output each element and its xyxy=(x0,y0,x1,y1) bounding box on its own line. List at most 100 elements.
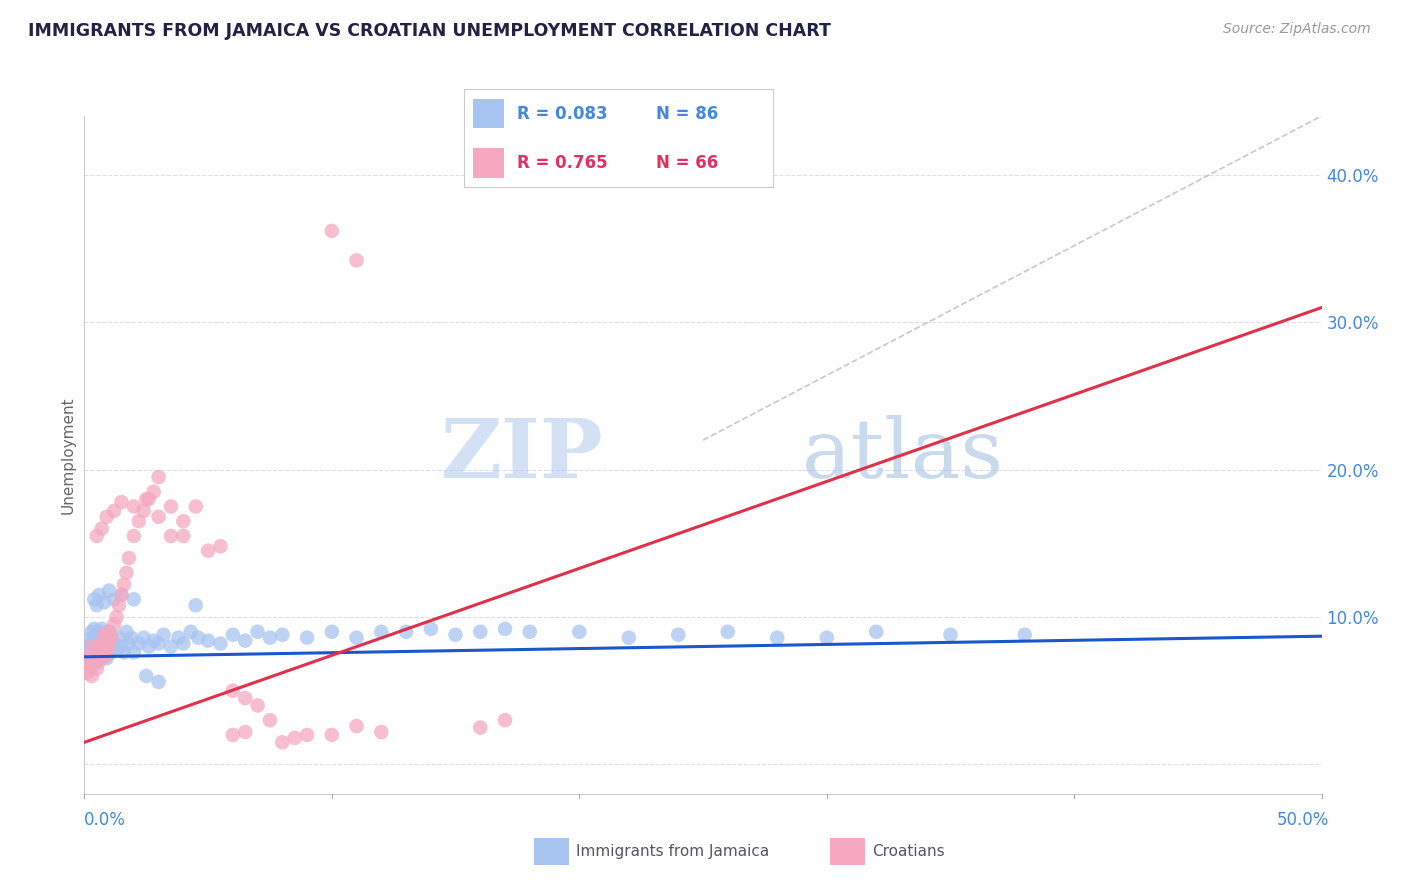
Bar xyxy=(474,148,505,178)
Point xyxy=(132,504,155,518)
Point xyxy=(108,599,131,613)
Point xyxy=(98,583,121,598)
Point xyxy=(93,595,115,609)
Point xyxy=(160,529,183,543)
Point xyxy=(89,640,111,654)
Point xyxy=(110,588,132,602)
Point xyxy=(617,631,640,645)
Point xyxy=(470,721,492,735)
Point xyxy=(148,470,170,484)
Point xyxy=(80,648,103,663)
Point xyxy=(295,728,318,742)
Point xyxy=(105,610,128,624)
Point xyxy=(135,492,157,507)
Point xyxy=(172,514,194,528)
Point xyxy=(259,713,281,727)
Point xyxy=(100,645,122,659)
Point xyxy=(370,624,392,639)
Point xyxy=(90,642,112,657)
Point xyxy=(233,725,256,739)
Point xyxy=(96,648,118,663)
Point xyxy=(96,651,118,665)
Point xyxy=(865,624,887,639)
Point xyxy=(89,588,111,602)
Point xyxy=(135,669,157,683)
Point xyxy=(80,651,103,665)
Text: R = 0.765: R = 0.765 xyxy=(516,153,607,172)
Point xyxy=(96,631,118,645)
Point xyxy=(118,636,141,650)
Point xyxy=(209,636,232,650)
Point xyxy=(86,633,108,648)
Point xyxy=(79,645,101,659)
Point xyxy=(93,628,115,642)
Point xyxy=(80,636,103,650)
Point xyxy=(321,728,343,742)
Point xyxy=(98,640,121,654)
Point xyxy=(80,642,103,657)
Point xyxy=(89,624,111,639)
Point xyxy=(98,636,121,650)
Point xyxy=(519,624,541,639)
Point xyxy=(172,636,194,650)
Point xyxy=(132,631,155,645)
Point xyxy=(79,648,101,663)
Text: ZIP: ZIP xyxy=(441,415,605,495)
Point xyxy=(494,622,516,636)
Point xyxy=(470,624,492,639)
Point xyxy=(122,592,145,607)
Point xyxy=(93,642,115,657)
Point xyxy=(152,628,174,642)
Point xyxy=(138,492,160,507)
Point xyxy=(766,631,789,645)
Point xyxy=(138,640,160,654)
Point xyxy=(115,624,138,639)
Point xyxy=(494,713,516,727)
Point xyxy=(76,654,98,668)
Point xyxy=(180,624,202,639)
Point xyxy=(246,624,269,639)
Point xyxy=(395,624,418,639)
Point xyxy=(295,631,318,645)
Point xyxy=(76,651,98,665)
Point xyxy=(100,631,122,645)
Point xyxy=(96,633,118,648)
Point xyxy=(122,500,145,514)
Point xyxy=(79,632,101,647)
Point xyxy=(79,657,101,672)
Point xyxy=(89,636,111,650)
Point xyxy=(321,624,343,639)
Point xyxy=(103,592,125,607)
Point xyxy=(90,636,112,650)
Point xyxy=(86,645,108,659)
Point xyxy=(172,529,194,543)
Point xyxy=(222,728,245,742)
Point xyxy=(86,628,108,642)
Point xyxy=(271,735,294,749)
Point xyxy=(86,529,108,543)
Point xyxy=(89,651,111,665)
Point xyxy=(90,651,112,665)
Point xyxy=(103,504,125,518)
Point xyxy=(83,645,105,659)
Point xyxy=(76,666,98,681)
Bar xyxy=(474,99,505,128)
Point xyxy=(167,631,190,645)
Text: atlas: atlas xyxy=(801,415,1004,495)
Point xyxy=(83,592,105,607)
Point xyxy=(222,683,245,698)
Point xyxy=(233,633,256,648)
Point xyxy=(90,522,112,536)
Point xyxy=(815,631,838,645)
Text: Immigrants from Jamaica: Immigrants from Jamaica xyxy=(576,845,769,859)
Text: 50.0%: 50.0% xyxy=(1277,811,1329,829)
Point xyxy=(568,624,591,639)
Point xyxy=(346,631,368,645)
Point xyxy=(90,622,112,636)
Point xyxy=(197,543,219,558)
Point xyxy=(142,484,165,499)
Point xyxy=(128,514,150,528)
Point xyxy=(346,253,368,268)
Point xyxy=(83,622,105,636)
Point xyxy=(80,640,103,654)
